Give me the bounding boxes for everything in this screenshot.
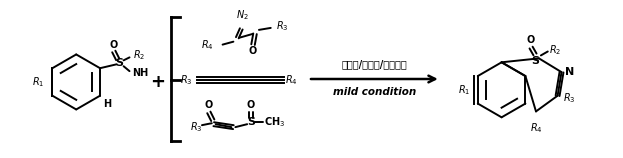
- Text: $R_3$: $R_3$: [275, 19, 288, 33]
- Text: +: +: [150, 73, 165, 91]
- Text: mild condition: mild condition: [333, 87, 416, 97]
- Text: O: O: [110, 40, 118, 50]
- Text: $R_2$: $R_2$: [133, 49, 146, 62]
- Text: H: H: [103, 99, 111, 109]
- Text: $R_4$: $R_4$: [201, 38, 214, 52]
- Text: 催化剂/添加剂/离子液体: 催化剂/添加剂/离子液体: [341, 59, 407, 69]
- Text: O: O: [527, 35, 535, 45]
- Text: $R_3$: $R_3$: [190, 120, 202, 134]
- Text: $R_3$: $R_3$: [180, 73, 193, 87]
- Text: N: N: [566, 67, 574, 77]
- Text: CH$_3$: CH$_3$: [264, 115, 285, 129]
- Text: $N_2$: $N_2$: [236, 8, 249, 22]
- Text: O: O: [205, 100, 213, 109]
- Text: $R_3$: $R_3$: [563, 91, 576, 105]
- Text: S: S: [247, 117, 255, 127]
- Text: S: S: [531, 56, 539, 66]
- Text: $R_4$: $R_4$: [530, 121, 543, 135]
- Text: NH: NH: [133, 68, 149, 78]
- Text: $R_1$: $R_1$: [457, 83, 470, 97]
- Text: $R_2$: $R_2$: [549, 44, 561, 57]
- Text: $R_1$: $R_1$: [32, 75, 44, 89]
- Text: O: O: [249, 46, 257, 57]
- Text: $R_4$: $R_4$: [285, 73, 298, 87]
- Text: O: O: [247, 100, 255, 109]
- Text: S: S: [116, 58, 124, 68]
